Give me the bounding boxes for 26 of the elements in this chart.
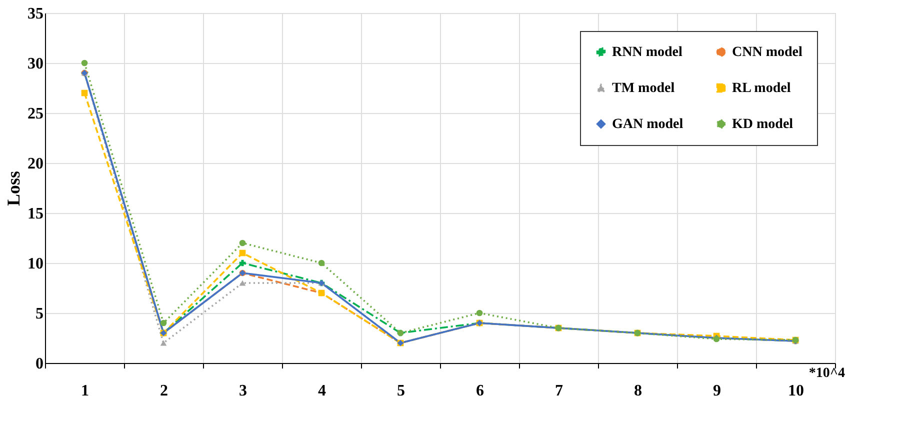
legend-label: RNN model (612, 45, 682, 60)
text: *10^4 (808, 366, 845, 381)
x-tick-label: 1 (81, 382, 89, 400)
y-tick-label: 20 (28, 156, 44, 172)
x-tick-label: 7 (555, 382, 563, 400)
legend-label: RL model (732, 81, 791, 96)
y-axis-title: Loss (4, 170, 24, 206)
y-tick-label: 35 (28, 6, 44, 22)
x-tick-label: 2 (160, 382, 168, 400)
x-tick-label: 8 (634, 382, 642, 400)
y-tick-label: 15 (28, 206, 44, 222)
legend-label: TM model (612, 81, 675, 96)
y-tick-label: 30 (28, 56, 44, 72)
x-tick-label: 5 (397, 382, 405, 400)
y-tick-label: 10 (28, 256, 44, 272)
x-tick-label: 4 (318, 382, 326, 400)
y-tick-label: 25 (28, 106, 44, 122)
x-tick-label: 3 (239, 382, 247, 400)
y-tick-label: 5 (36, 306, 44, 322)
x-tick-label: 9 (713, 382, 721, 400)
x-tick-label: 6 (476, 382, 484, 400)
x-tick-label: 10 (788, 382, 804, 400)
legend-label: CNN model (732, 45, 802, 60)
legend-label: KD model (732, 117, 794, 132)
legend-label: GAN model (612, 117, 684, 132)
y-tick-label: 0 (36, 356, 44, 372)
